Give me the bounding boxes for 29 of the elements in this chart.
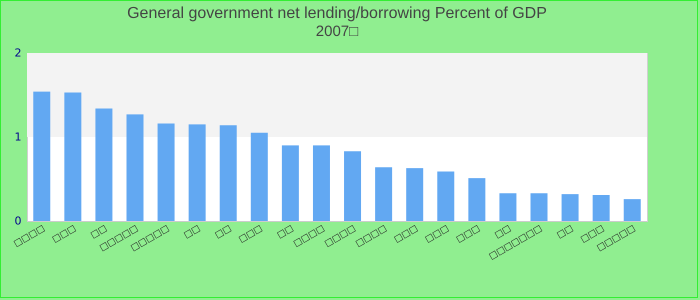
x-tick-label: □□ [276, 224, 296, 241]
chart-subtitle: 2007□ [316, 23, 360, 40]
bar [375, 167, 392, 221]
bar [592, 194, 610, 221]
bar [33, 92, 50, 221]
bar [220, 125, 237, 221]
x-tick-label: □□ [213, 224, 234, 241]
bar [250, 132, 268, 221]
chart-title: General government net lending/borrowing Percent of GDP [127, 5, 547, 22]
y-tick-label: 0 [14, 214, 22, 228]
bar [95, 108, 112, 221]
y-tick-label: 1 [14, 130, 22, 144]
bar [344, 151, 362, 221]
bar [468, 178, 486, 221]
bar [499, 193, 516, 221]
bar [158, 124, 175, 221]
bar [530, 193, 548, 221]
bar [406, 168, 424, 221]
bar [312, 145, 330, 221]
x-tick-label: □□ [182, 224, 202, 241]
bar [282, 145, 299, 221]
bar [437, 171, 454, 221]
bar [188, 124, 206, 221]
bar [64, 92, 82, 221]
x-tick-label: □□ [555, 224, 576, 241]
y-tick-label: 2 [14, 46, 22, 60]
bar [126, 114, 144, 221]
bar [562, 194, 579, 221]
bar [624, 199, 641, 221]
